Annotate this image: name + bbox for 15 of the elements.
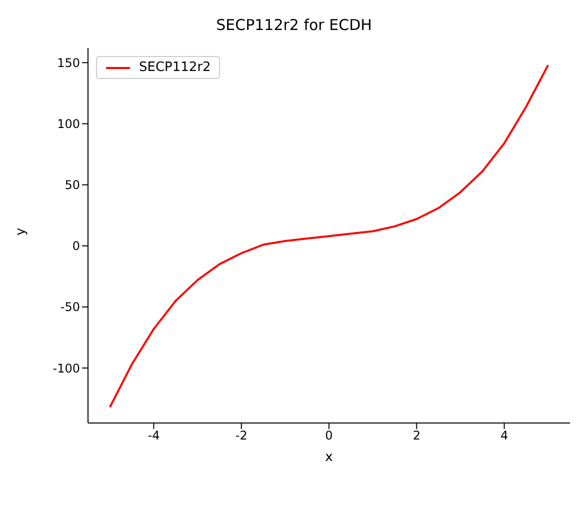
legend-label: SECP112r2 — [139, 60, 211, 75]
y-tick-label: 0 — [72, 239, 80, 254]
y-tick-label: -50 — [60, 300, 80, 314]
y-tick-label: 50 — [64, 178, 80, 192]
x-tick-label: 4 — [500, 428, 508, 443]
y-tick-label: -100 — [52, 361, 80, 376]
x-axis-title: x — [325, 450, 334, 465]
chart-title: SECP112r2 for ECDH — [215, 16, 373, 34]
x-tick-label: 0 — [325, 428, 333, 443]
y-tick-label: 150 — [57, 56, 80, 70]
x-tick-label: -4 — [148, 428, 160, 443]
x-tick-label: 2 — [412, 428, 420, 443]
x-tick-label: -2 — [235, 428, 248, 443]
y-axis-title: y — [14, 228, 29, 236]
y-tick-label: 100 — [57, 116, 80, 131]
